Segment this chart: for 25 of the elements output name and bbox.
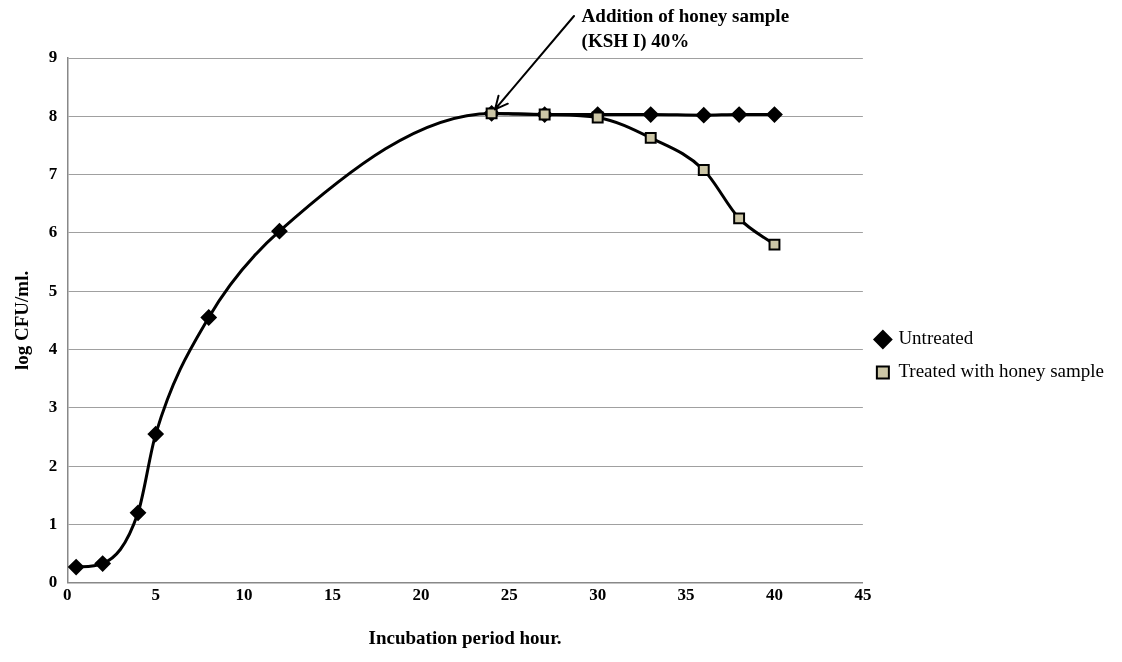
x-tick-label: 35 [677,585,695,605]
x-tick-label: 45 [854,585,872,605]
y-tick-label: 2 [48,455,58,475]
x-tick-label: 10 [235,585,253,605]
y-tick-label: 1 [48,513,58,533]
legend-label: Treated with honey sample [898,360,1104,382]
y-axis-title: log CFU/ml. [11,270,33,371]
y-tick-label: 6 [48,222,58,242]
y-tick-label: 3 [48,397,58,417]
x-tick-label: 15 [323,585,341,605]
legend-label: Untreated [898,327,974,349]
x-tick-label: 30 [589,585,607,605]
y-tick-label: 9 [48,47,58,67]
annotation: Addition of honey sample (KSH I) 40% [581,5,790,53]
x-tick-label: 40 [765,585,783,605]
x-tick-label: 25 [500,585,518,605]
x-tick-label: 5 [151,585,160,605]
y-tick-label: 5 [48,280,58,300]
x-tick-label: 0 [63,585,72,605]
y-tick-label: 4 [48,338,58,358]
x-axis-title: Incubation period hour. [368,626,562,648]
x-tick-label: 20 [412,585,430,605]
y-tick-label: 7 [48,164,58,184]
y-tick-label: 8 [48,105,58,125]
y-tick-label: 0 [48,572,58,592]
